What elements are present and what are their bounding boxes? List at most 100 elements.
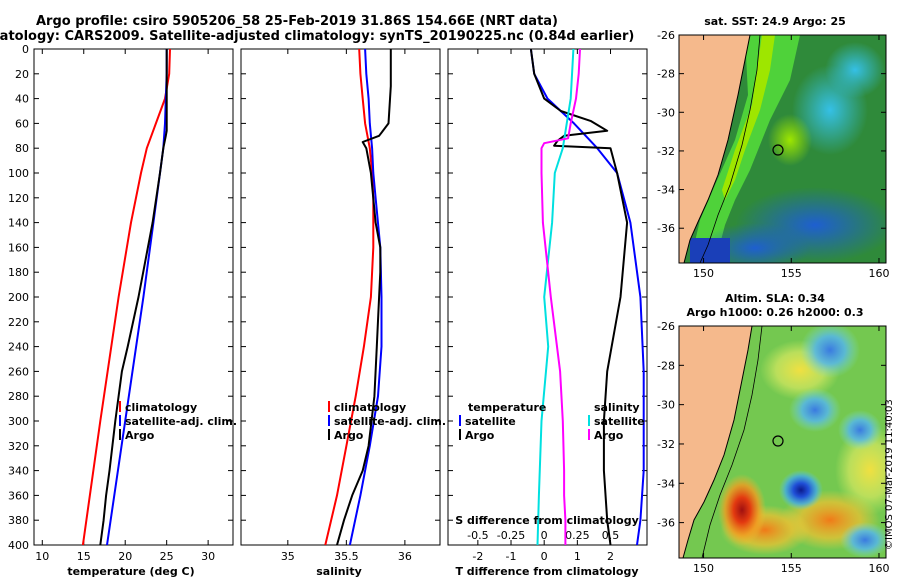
depth-tick-label: 280: [8, 390, 29, 403]
depth-tick-label: 180: [8, 266, 29, 279]
sla-cold-eddy: [779, 470, 823, 510]
temperature-legend: climatology satellite-adj. clim. Argo: [119, 401, 237, 442]
map-y-tick-label: -34: [657, 477, 675, 490]
depth-tick-label: 380: [8, 514, 29, 527]
salinity-axis-ticks: 35 35.5 36: [241, 48, 440, 563]
temperature-xlabel: temperature (deg C): [67, 565, 194, 578]
x-tick-label: 20: [118, 550, 132, 563]
map-y-tick-label: -28: [657, 68, 675, 81]
sla-map-frame: [678, 325, 887, 559]
sst-coastline: [683, 35, 751, 263]
map-x-tick-label: 155: [781, 562, 802, 575]
x-tick-label: -1: [506, 550, 517, 563]
sst-map: [679, 35, 886, 263]
depth-tick-label: 300: [8, 415, 29, 428]
sst-argo-position-marker: [772, 144, 784, 156]
depth-tick-label: 340: [8, 465, 29, 478]
s-tick-label: 0.5: [602, 529, 620, 542]
title-line-2: Climatology: CARS2009. Satellite-adjuste…: [0, 29, 634, 44]
series-line-argo: [99, 49, 168, 545]
depth-tick-label: 220: [8, 316, 29, 329]
series-line-salinity-satellite: [536, 49, 575, 545]
depth-tick-label: 400: [8, 539, 29, 552]
sla-map-ticks: 150 155 160 -26 -28 -30 -32 -34 -36: [657, 320, 889, 575]
map-x-tick-label: 160: [868, 267, 889, 280]
difference-legend: temperature satellite Argo salinity sate…: [459, 401, 645, 442]
sst-map-frame: [678, 34, 887, 264]
map-x-tick-label: 155: [781, 267, 802, 280]
x-tick-label: 0: [541, 550, 548, 563]
sst-deep-blue-corner: [690, 238, 730, 263]
depth-tick-label: 120: [8, 192, 29, 205]
depth-tick-label: 260: [8, 365, 29, 378]
map-x-tick-label: 150: [693, 562, 714, 575]
sla-low-north: [800, 326, 860, 378]
legend-s-argo-label: Argo: [594, 429, 624, 442]
sst-warm-patch: [768, 114, 812, 166]
sst-cyan-patch-2: [825, 42, 885, 98]
x-tick-label: 10: [35, 550, 49, 563]
difference-series: [529, 49, 645, 545]
map-y-tick-label: -36: [657, 222, 675, 235]
series-line-satellite-adj-clim-: [348, 49, 383, 545]
depth-tick-label: 0: [22, 43, 29, 56]
legend-salinity-title: salinity: [594, 401, 640, 414]
depth-tick-label: 20: [15, 68, 29, 81]
title-line-1: Argo profile: csiro 5905206_58 25-Feb-20…: [36, 14, 558, 29]
depth-tick-label: 200: [8, 291, 29, 304]
x-tick-label: 30: [201, 550, 215, 563]
legend-satellite-label: satellite-adj. clim.: [334, 415, 446, 428]
depth-tick-label: 360: [8, 489, 29, 502]
sla-warm-eddy: [718, 474, 766, 546]
sst-land: [679, 35, 750, 263]
x-tick-label: 36: [398, 550, 412, 563]
series-line-climatology: [324, 49, 375, 545]
depth-tick-label: 60: [15, 117, 29, 130]
sla-low-center: [789, 388, 841, 432]
imos-timestamp: ©IMOS 07-Mar-2019 11:40:03: [884, 399, 895, 550]
series-line-salinity-argo: [540, 49, 581, 545]
depth-tick-label: 240: [8, 341, 29, 354]
temperature-panel: [33, 48, 234, 546]
depth-tick-label: 40: [15, 93, 29, 106]
salinity-xlabel: salinity: [316, 565, 362, 578]
map-y-tick-label: -26: [657, 320, 675, 333]
x-tick-label: 15: [77, 550, 91, 563]
sla-argo-position-marker: [772, 435, 784, 447]
temperature-axis-ticks: 10 15 20 25 30: [34, 48, 233, 563]
s-tick-label: 0: [541, 529, 548, 542]
map-y-tick-label: -32: [657, 145, 675, 158]
sla-low-east: [838, 410, 882, 450]
depth-tick-label: 160: [8, 241, 29, 254]
map-y-tick-label: -28: [657, 359, 675, 372]
x-tick-label: 35.5: [334, 550, 359, 563]
depth-tick-label: 100: [8, 167, 29, 180]
map-y-tick-label: -30: [657, 399, 675, 412]
map-y-tick-label: -26: [657, 29, 675, 42]
map-y-tick-label: -36: [657, 517, 675, 530]
x-tick-label: -2: [472, 550, 483, 563]
legend-temperature-title: temperature: [468, 401, 546, 414]
sst-map-ticks: 150 155 160 -26 -28 -30 -32 -34 -36: [657, 29, 889, 280]
legend-t-satellite-label: satellite: [465, 415, 516, 428]
depth-tick-label: 80: [15, 142, 29, 155]
legend-satellite-label: satellite-adj. clim.: [125, 415, 237, 428]
legend-argo-label: Argo: [125, 429, 155, 442]
map-x-tick-label: 150: [693, 267, 714, 280]
x-tick-label: 25: [160, 550, 174, 563]
series-line-temperature-argo: [529, 49, 629, 545]
map-x-tick-label: 160: [868, 562, 889, 575]
legend-argo-label: Argo: [334, 429, 364, 442]
sla-low-southeast: [840, 522, 886, 558]
sla-land: [679, 326, 752, 558]
legend-climatology-label: climatology: [125, 401, 197, 414]
x-tick-label: 2: [607, 550, 614, 563]
depth-axis-labels: 0 20 40 60 80 100 120 140 160 180 200 220 240 260 280 3…: [8, 43, 29, 552]
sla-map-title-2: Argo h1000: 0.26 h2000: 0.3: [686, 306, 863, 319]
legend-s-satellite-label: satellite: [594, 415, 645, 428]
depth-tick-label: 320: [8, 440, 29, 453]
temperature-series: [81, 49, 171, 545]
s-tick-label: -0.5: [467, 529, 488, 542]
sla-isobath: [701, 326, 763, 558]
